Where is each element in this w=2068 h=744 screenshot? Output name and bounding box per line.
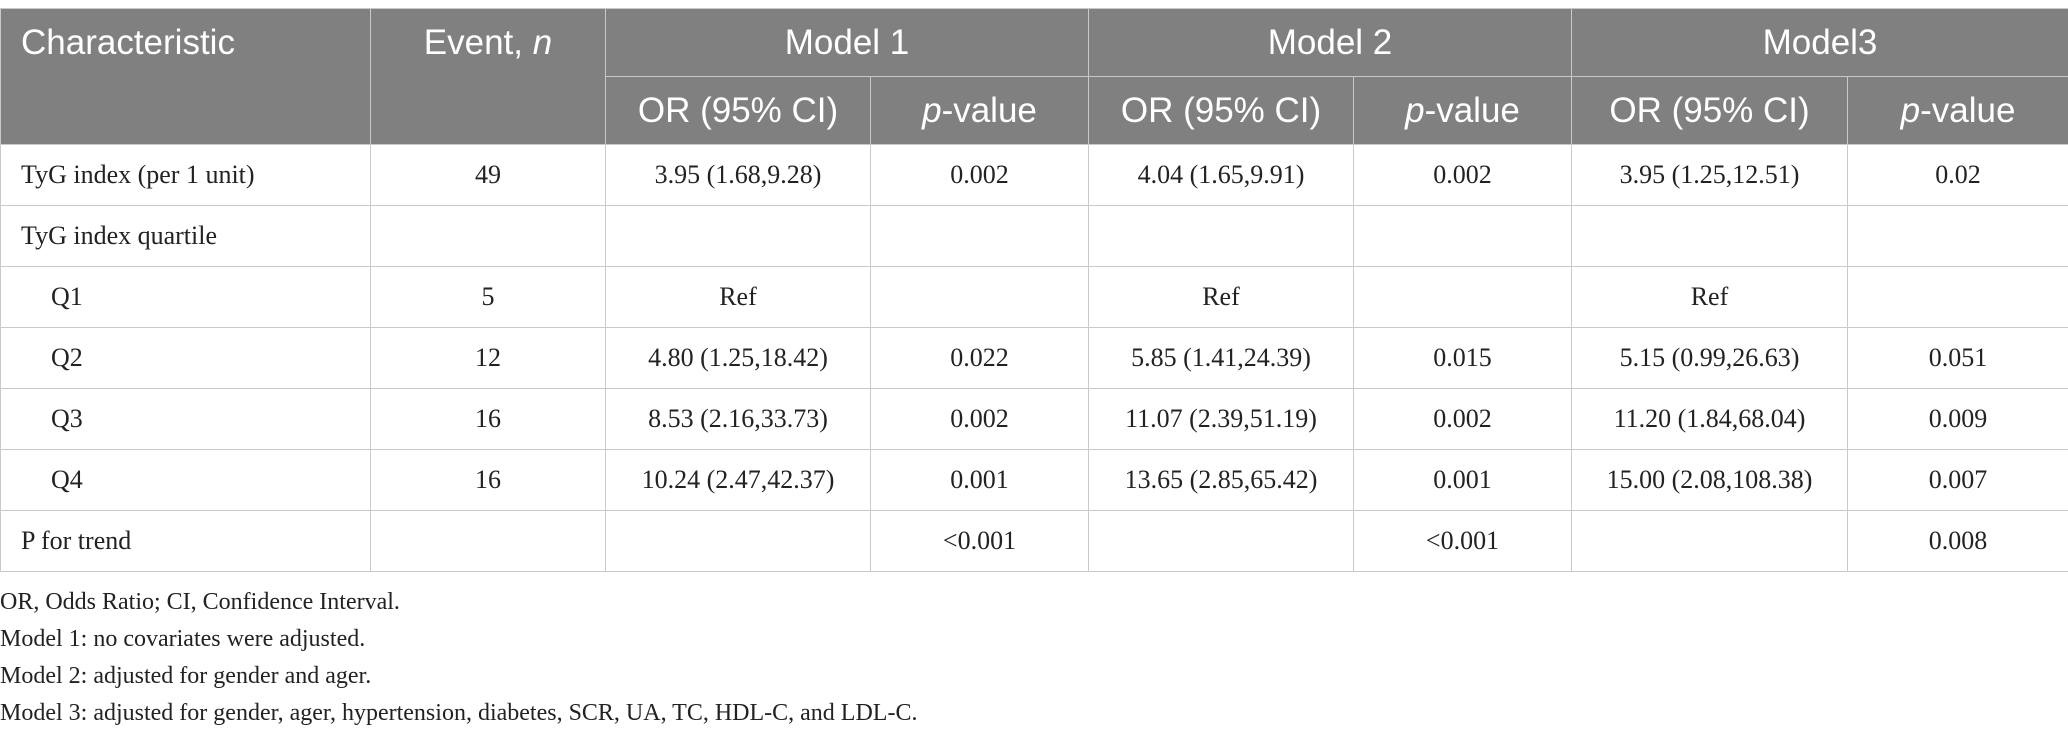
row-event: 49	[370, 144, 606, 206]
row-m2-p	[1353, 205, 1572, 267]
table-row: TyG index quartile	[0, 205, 2068, 267]
row-m1-or	[605, 510, 871, 572]
header-characteristic: Characteristic	[0, 8, 371, 145]
row-label: Q1	[0, 266, 371, 328]
row-m3-p: 0.009	[1846, 388, 2068, 450]
table-row: Q4 16 10.24 (2.47,42.37) 0.001 13.65 (2.…	[0, 449, 2068, 511]
row-m2-or: 11.07 (2.39,51.19)	[1088, 388, 1354, 450]
row-event: 16	[370, 449, 606, 511]
table-row: TyG index (per 1 unit) 49 3.95 (1.68,9.2…	[0, 144, 2068, 206]
header-event-n: n	[532, 23, 553, 62]
row-m1-p	[870, 205, 1089, 267]
row-m2-p: 0.002	[1353, 144, 1572, 206]
header-row-top: Characteristic Event, n Model 1 Model 2 …	[0, 8, 2068, 145]
header-m2-or: OR (95% CI)	[1088, 76, 1354, 145]
table-row: P for trend <0.001 <0.001 0.008	[0, 510, 2068, 572]
row-label: P for trend	[0, 510, 371, 572]
row-m1-or: 8.53 (2.16,33.73)	[605, 388, 871, 450]
row-m3-p: 0.008	[1846, 510, 2068, 572]
row-m3-or: 3.95 (1.25,12.51)	[1571, 144, 1848, 206]
header-event-label: Event,	[423, 23, 533, 62]
row-m2-or: 5.85 (1.41,24.39)	[1088, 327, 1354, 389]
row-m3-or: 15.00 (2.08,108.38)	[1571, 449, 1848, 511]
row-m3-or: Ref	[1571, 266, 1848, 328]
footnote: Model 1: no covariates were adjusted.	[0, 626, 366, 652]
row-m3-or: 5.15 (0.99,26.63)	[1571, 327, 1848, 389]
row-m3-p	[1846, 205, 2068, 267]
row-event: 16	[370, 388, 606, 450]
row-label: Q4	[0, 449, 371, 511]
p-italic: p	[1405, 90, 1425, 130]
row-label: TyG index quartile	[0, 205, 371, 267]
row-m2-p: 0.001	[1353, 449, 1572, 511]
row-m1-p	[870, 266, 1089, 328]
p-italic: p	[1900, 90, 1921, 130]
table-row: Q3 16 8.53 (2.16,33.73) 0.002 11.07 (2.3…	[0, 388, 2068, 450]
row-label: Q2	[0, 327, 371, 389]
row-m3-or	[1571, 510, 1848, 572]
results-table-container: Characteristic Event, n Model 1 Model 2 …	[0, 8, 2068, 572]
row-m2-p: 0.015	[1353, 327, 1572, 389]
p-italic: p	[922, 90, 942, 130]
header-row-sub: OR (95% CI) p-value OR (95% CI) p-value …	[1, 76, 2068, 145]
p-suffix: -value	[941, 90, 1037, 130]
header-model-3: Model3	[1570, 8, 2068, 77]
row-m1-or: 4.80 (1.25,18.42)	[605, 327, 871, 389]
row-m1-p: 0.022	[870, 327, 1089, 389]
row-m2-or: 4.04 (1.65,9.91)	[1088, 144, 1354, 206]
table-header: Characteristic Event, n Model 1 Model 2 …	[0, 8, 2068, 145]
header-model-2: Model 2	[1088, 8, 1572, 77]
row-m3-or: 11.20 (1.84,68.04)	[1571, 388, 1848, 450]
header-m3-or: OR (95% CI)	[1571, 76, 1848, 145]
table-footnotes: OR, Odds Ratio; CI, Confidence Interval.…	[0, 584, 917, 732]
header-event: Event, n	[370, 8, 606, 145]
header-m1-or: OR (95% CI)	[605, 76, 871, 145]
table-row: Q2 12 4.80 (1.25,18.42) 0.022 5.85 (1.41…	[0, 327, 2068, 389]
table-body: TyG index (per 1 unit) 49 3.95 (1.68,9.2…	[0, 144, 2068, 572]
row-event	[370, 205, 606, 267]
header-m3-p: p-value	[1846, 76, 2068, 145]
header-m2-p: p-value	[1353, 76, 1572, 145]
results-table: Characteristic Event, n Model 1 Model 2 …	[0, 8, 2068, 572]
row-m2-p: <0.001	[1353, 510, 1572, 572]
row-event: 5	[370, 266, 606, 328]
row-m2-or	[1088, 205, 1354, 267]
row-m3-p: 0.007	[1846, 449, 2068, 511]
row-m2-or: Ref	[1088, 266, 1354, 328]
row-m3-or	[1571, 205, 1848, 267]
row-m3-p: 0.051	[1846, 327, 2068, 389]
row-label: Q3	[0, 388, 371, 450]
row-event	[370, 510, 606, 572]
row-m3-p	[1846, 266, 2068, 328]
footnote: OR, Odds Ratio; CI, Confidence Interval.	[0, 589, 400, 615]
row-m1-p: 0.002	[870, 388, 1089, 450]
row-event: 12	[370, 327, 606, 389]
header-m1-p: p-value	[870, 76, 1089, 145]
row-m1-p: 0.002	[870, 144, 1089, 206]
row-m2-or: 13.65 (2.85,65.42)	[1088, 449, 1354, 511]
row-m3-p: 0.02	[1846, 144, 2068, 206]
row-m1-or: Ref	[605, 266, 871, 328]
row-m1-p: 0.001	[870, 449, 1089, 511]
row-m1-p: <0.001	[870, 510, 1089, 572]
header-model-1: Model 1	[605, 8, 1089, 77]
footnote: Model 3: adjusted for gender, ager, hype…	[0, 700, 918, 726]
row-m2-p: 0.002	[1353, 388, 1572, 450]
row-m1-or	[605, 205, 871, 267]
row-m2-or	[1088, 510, 1354, 572]
p-suffix: -value	[1920, 90, 2016, 130]
table-row: Q1 5 Ref Ref Ref	[0, 266, 2068, 328]
row-m1-or: 10.24 (2.47,42.37)	[605, 449, 871, 511]
row-m2-p	[1353, 266, 1572, 328]
p-suffix: -value	[1424, 90, 1520, 130]
footnote: Model 2: adjusted for gender and ager.	[0, 663, 372, 689]
row-m1-or: 3.95 (1.68,9.28)	[605, 144, 871, 206]
row-label: TyG index (per 1 unit)	[0, 144, 371, 206]
